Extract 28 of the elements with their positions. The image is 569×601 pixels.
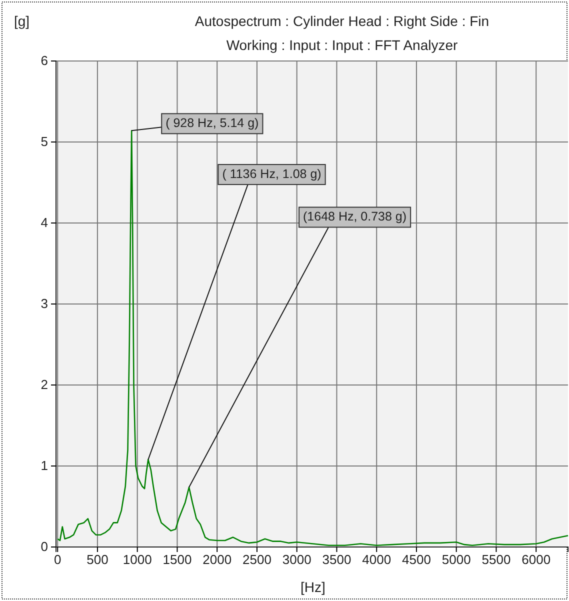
x-tick-label: 3500 (322, 552, 352, 568)
x-tick-label: 5500 (482, 552, 511, 568)
y-axis-title: [g] (14, 13, 30, 29)
x-axis-title: [Hz] (300, 579, 326, 595)
annotation: ( 1136 Hz, 1.08 g) (222, 166, 322, 181)
y-tick-label: 3 (40, 296, 48, 312)
chart-title: Autospectrum : Cylinder Head : Right Side : Fin (194, 13, 490, 29)
x-tick-label: 3000 (282, 552, 312, 568)
y-tick-label: 0 (40, 539, 48, 554)
x-tick-label: 500 (86, 552, 108, 568)
x-tick-label: 2500 (242, 552, 272, 568)
line-series (56, 130, 569, 546)
x-tick-label: 6000 (522, 552, 551, 568)
chart-subtitle: Working : Input : Input : FFT Analyzer (226, 37, 458, 53)
x-tick-label: 2000 (202, 552, 232, 568)
x-tick-label: 4500 (402, 552, 431, 568)
y-tick-label: 2 (40, 377, 48, 392)
y-tick-label: 4 (40, 215, 48, 230)
x-tick-label: 4000 (362, 552, 392, 568)
x-tick-label: 1000 (122, 552, 152, 568)
y-tick-label: 6 (40, 53, 48, 68)
x-tick-label: 5000 (442, 552, 471, 568)
x-tick-label: 1500 (162, 552, 192, 568)
y-tick-label: 5 (40, 134, 48, 150)
x-tick-label: 0 (54, 552, 62, 568)
y-tick-label: 1 (40, 458, 48, 474)
annotation: ( 928 Hz, 5.14 g) (166, 116, 259, 130)
annotation: (1648 Hz, 0.738 g) (303, 210, 407, 224)
